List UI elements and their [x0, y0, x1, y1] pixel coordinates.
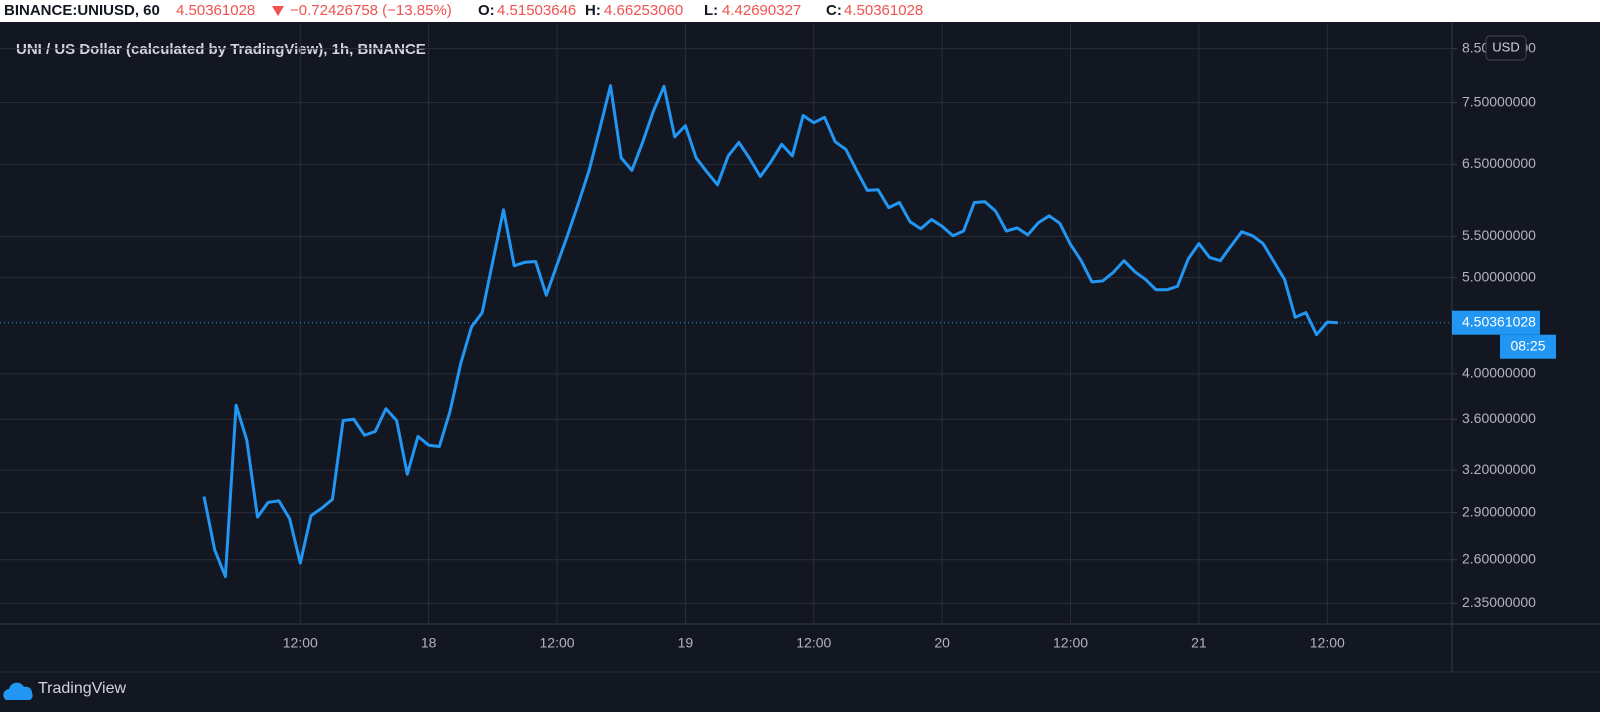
- ohlc-value: 4.50361028: [844, 2, 923, 19]
- x-tick-label: 12:00: [1053, 635, 1088, 651]
- brand: TradingView: [38, 680, 126, 697]
- y-tick-label: 3.20000000: [1462, 461, 1536, 477]
- x-tick-label: 20: [934, 635, 950, 651]
- last-price-box: [1452, 310, 1540, 335]
- y-tick-label: 2.90000000: [1462, 503, 1536, 519]
- ohlc-label: C:: [826, 2, 842, 19]
- symbol: BINANCE:UNIUSD, 60: [4, 2, 160, 19]
- last-price: 4.50361028: [176, 2, 255, 19]
- countdown: 08:25: [1510, 337, 1545, 353]
- y-tick-label: 4.00000000: [1462, 365, 1536, 381]
- price-line: [202, 84, 1339, 579]
- x-tick-label: 21: [1191, 635, 1207, 651]
- ohlc: O: 4.51503646 H: 4.66253060 L: 4.42690327 C: 4.…: [478, 2, 923, 19]
- y-tick-label: 2.35000000: [1462, 594, 1536, 610]
- ohlc-value: 4.42690327: [722, 2, 801, 19]
- x-tick-label: 12:00: [283, 635, 318, 651]
- y-tick-label: 5.00000000: [1462, 268, 1536, 284]
- x-tick-label: 12:00: [540, 635, 575, 651]
- x-tick-label: 18: [421, 635, 437, 651]
- ohlc-value: 4.51503646: [497, 2, 576, 19]
- ohlc-label: H:: [585, 2, 601, 19]
- y-tick-label: 2.60000000: [1462, 550, 1536, 566]
- ohlc-value: 4.66253060: [604, 2, 683, 19]
- header-bar: [0, 0, 1600, 22]
- down-arrow: [272, 6, 284, 16]
- x-tick-label: 12:00: [796, 635, 831, 651]
- currency-button[interactable]: [1485, 35, 1527, 61]
- y-tick-label: 6.50000000: [1462, 155, 1536, 171]
- ohlc-label: L:: [704, 2, 718, 19]
- ohlc-label: O:: [478, 2, 495, 19]
- last-price-label: 4.50361028: [1462, 313, 1536, 329]
- change: −0.72426758 (−13.85%): [290, 2, 452, 19]
- countdown-box: [1500, 334, 1556, 359]
- x-tick-label: 19: [678, 635, 694, 651]
- chart-title: UNI / US Dollar (calculated by TradingVi…: [16, 41, 426, 58]
- y-tick-label: 5.50000000: [1462, 227, 1536, 243]
- currency-label: USD: [1492, 39, 1519, 54]
- x-tick-label: 12:00: [1310, 635, 1345, 651]
- y-tick-label: 3.60000000: [1462, 410, 1536, 426]
- y-tick-label: 7.50000000: [1462, 93, 1536, 109]
- logo-icon: [3, 682, 33, 700]
